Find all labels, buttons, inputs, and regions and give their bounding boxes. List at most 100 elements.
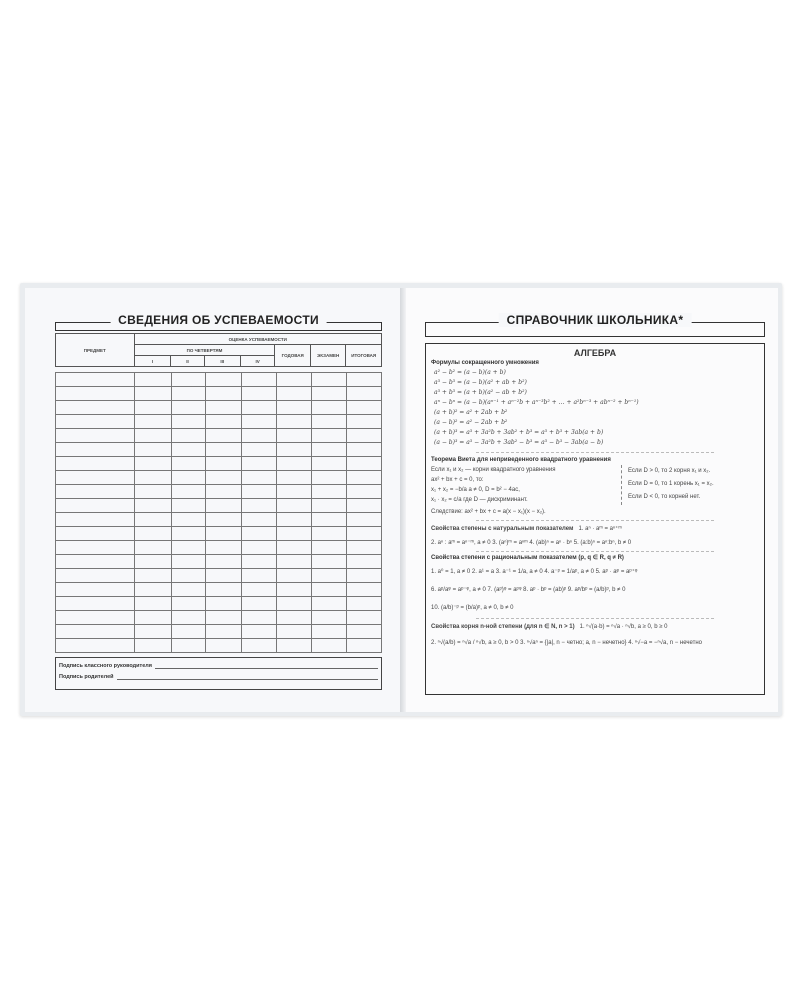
- grade-cell[interactable]: [240, 442, 277, 457]
- grade-cell[interactable]: [310, 540, 347, 555]
- grade-cell[interactable]: [204, 624, 242, 639]
- grade-cell[interactable]: [204, 498, 242, 513]
- grade-cell[interactable]: [133, 540, 172, 555]
- parents-signature-field[interactable]: [116, 673, 378, 680]
- grade-cell[interactable]: [275, 624, 312, 639]
- grade-cell[interactable]: [345, 456, 383, 471]
- grade-cell[interactable]: [170, 624, 206, 639]
- grade-cell[interactable]: [240, 624, 277, 639]
- subject-cell[interactable]: [55, 638, 135, 653]
- grade-cell[interactable]: [310, 596, 347, 611]
- grade-cell[interactable]: [170, 610, 206, 625]
- grade-cell[interactable]: [170, 638, 206, 653]
- grade-cell[interactable]: [240, 596, 277, 611]
- grade-cell[interactable]: [310, 484, 347, 499]
- grade-cell[interactable]: [345, 386, 383, 401]
- grade-cell[interactable]: [204, 442, 242, 457]
- grade-cell[interactable]: [240, 568, 277, 583]
- grade-cell[interactable]: [345, 512, 383, 527]
- grade-cell[interactable]: [240, 400, 277, 415]
- grade-cell[interactable]: [240, 526, 277, 541]
- grade-cell[interactable]: [345, 582, 383, 597]
- grade-cell[interactable]: [204, 400, 242, 415]
- grade-cell[interactable]: [345, 442, 383, 457]
- grade-cell[interactable]: [345, 470, 383, 485]
- grade-cell[interactable]: [275, 582, 312, 597]
- teacher-signature-field[interactable]: [155, 662, 378, 669]
- grade-cell[interactable]: [204, 456, 242, 471]
- grade-cell[interactable]: [133, 400, 172, 415]
- subject-cell[interactable]: [55, 554, 135, 569]
- grade-cell[interactable]: [170, 456, 206, 471]
- grade-cell[interactable]: [170, 442, 206, 457]
- grade-cell[interactable]: [133, 526, 172, 541]
- grade-cell[interactable]: [170, 400, 206, 415]
- subject-cell[interactable]: [55, 582, 135, 597]
- grade-cell[interactable]: [275, 414, 312, 429]
- grade-cell[interactable]: [170, 554, 206, 569]
- grade-cell[interactable]: [345, 484, 383, 499]
- grade-cell[interactable]: [204, 610, 242, 625]
- grade-cell[interactable]: [133, 456, 172, 471]
- grade-cell[interactable]: [240, 484, 277, 499]
- grade-cell[interactable]: [204, 526, 242, 541]
- grade-cell[interactable]: [345, 596, 383, 611]
- subject-cell[interactable]: [55, 470, 135, 485]
- grade-cell[interactable]: [275, 470, 312, 485]
- grade-cell[interactable]: [310, 414, 347, 429]
- grade-cell[interactable]: [133, 414, 172, 429]
- grade-cell[interactable]: [133, 610, 172, 625]
- grade-cell[interactable]: [310, 456, 347, 471]
- grade-cell[interactable]: [310, 372, 347, 387]
- grade-cell[interactable]: [240, 470, 277, 485]
- grade-cell[interactable]: [275, 512, 312, 527]
- grade-cell[interactable]: [240, 540, 277, 555]
- grade-cell[interactable]: [204, 372, 242, 387]
- grade-cell[interactable]: [240, 372, 277, 387]
- grade-cell[interactable]: [204, 414, 242, 429]
- grade-cell[interactable]: [345, 400, 383, 415]
- grade-cell[interactable]: [275, 386, 312, 401]
- subject-cell[interactable]: [55, 428, 135, 443]
- grade-cell[interactable]: [275, 498, 312, 513]
- grade-cell[interactable]: [204, 582, 242, 597]
- subject-cell[interactable]: [55, 568, 135, 583]
- grade-cell[interactable]: [275, 428, 312, 443]
- grade-cell[interactable]: [345, 498, 383, 513]
- grade-cell[interactable]: [240, 554, 277, 569]
- grade-cell[interactable]: [204, 568, 242, 583]
- grade-cell[interactable]: [133, 484, 172, 499]
- grade-cell[interactable]: [133, 372, 172, 387]
- grade-cell[interactable]: [170, 470, 206, 485]
- grade-cell[interactable]: [310, 554, 347, 569]
- grade-cell[interactable]: [240, 582, 277, 597]
- grade-cell[interactable]: [133, 554, 172, 569]
- grade-cell[interactable]: [310, 526, 347, 541]
- grade-cell[interactable]: [133, 428, 172, 443]
- grade-cell[interactable]: [310, 624, 347, 639]
- grade-cell[interactable]: [170, 484, 206, 499]
- grade-cell[interactable]: [170, 428, 206, 443]
- subject-cell[interactable]: [55, 526, 135, 541]
- subject-cell[interactable]: [55, 512, 135, 527]
- grade-cell[interactable]: [345, 554, 383, 569]
- grade-cell[interactable]: [275, 372, 312, 387]
- grade-cell[interactable]: [310, 638, 347, 653]
- grade-cell[interactable]: [240, 386, 277, 401]
- grade-cell[interactable]: [170, 526, 206, 541]
- grade-cell[interactable]: [133, 386, 172, 401]
- subject-cell[interactable]: [55, 498, 135, 513]
- grade-cell[interactable]: [275, 568, 312, 583]
- grade-cell[interactable]: [204, 540, 242, 555]
- grade-cell[interactable]: [170, 596, 206, 611]
- grade-cell[interactable]: [204, 638, 242, 653]
- grade-cell[interactable]: [275, 638, 312, 653]
- grade-cell[interactable]: [310, 442, 347, 457]
- grade-cell[interactable]: [275, 610, 312, 625]
- grade-cell[interactable]: [170, 512, 206, 527]
- grade-cell[interactable]: [133, 568, 172, 583]
- grade-cell[interactable]: [240, 428, 277, 443]
- grade-cell[interactable]: [310, 582, 347, 597]
- grade-cell[interactable]: [133, 582, 172, 597]
- subject-cell[interactable]: [55, 624, 135, 639]
